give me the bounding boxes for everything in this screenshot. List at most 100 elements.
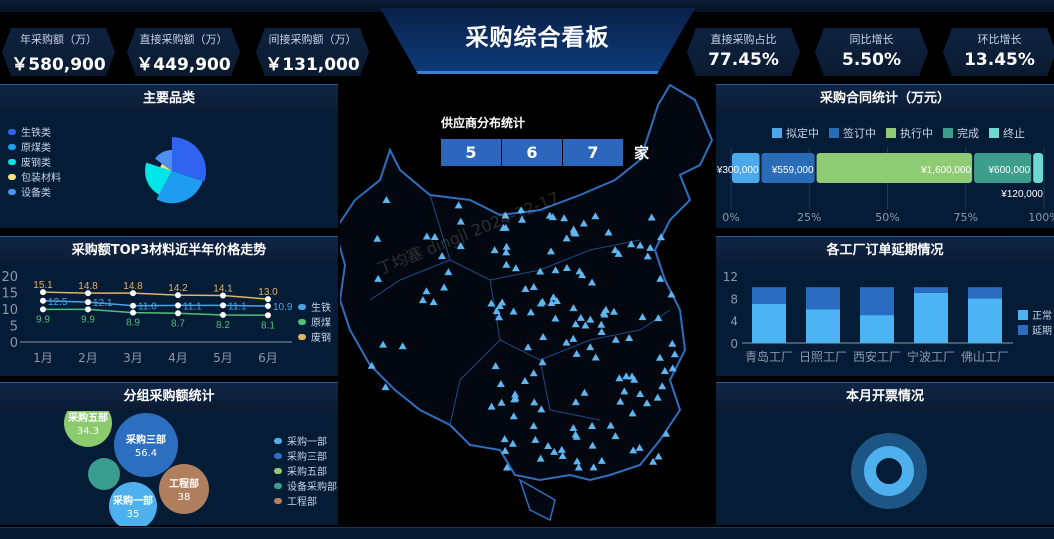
supplier-marker	[557, 445, 566, 453]
legend-item[interactable]: 执行中	[886, 125, 933, 140]
supplier-marker	[638, 313, 647, 321]
legend-item[interactable]: 签订中	[829, 125, 876, 140]
legend-item[interactable]: 设备类	[8, 184, 61, 199]
bar-正常	[914, 292, 948, 343]
supplier-marker	[611, 432, 620, 440]
legend-item[interactable]: 原煤类	[8, 139, 61, 154]
supplier-marker	[537, 405, 546, 413]
panel-title: 各工厂订单延期情况	[716, 237, 1054, 265]
legend-item[interactable]: 采购三部	[274, 448, 337, 463]
supplier-digit: 6	[502, 139, 562, 166]
supplier-marker	[597, 456, 606, 464]
panel-title: 采购合同统计（万元）	[716, 85, 1054, 113]
kpi-value: 77.45%	[708, 50, 779, 70]
legend-item[interactable]: 采购一部	[274, 433, 337, 448]
legend-marker	[1018, 324, 1028, 335]
y-tick-label: 10	[1, 303, 18, 318]
supplier-marker	[581, 321, 590, 329]
supplier-marker	[551, 266, 560, 274]
supplier-unit: 家	[634, 144, 650, 162]
supplier-marker	[511, 264, 520, 272]
bubble-value: 38	[178, 492, 191, 503]
data-point	[130, 290, 136, 297]
supplier-marker	[579, 219, 588, 227]
supplier-marker	[430, 233, 439, 241]
supplier-marker	[550, 447, 559, 455]
data-label: 9.9	[36, 314, 50, 325]
legend-item[interactable]: 工程部	[274, 493, 337, 508]
data-point	[175, 310, 181, 317]
legend-label: 采购五部	[287, 467, 327, 478]
legend-item[interactable]: 包装材料	[8, 169, 61, 184]
legend-item[interactable]: 原煤	[298, 314, 331, 329]
supplier-marker	[536, 454, 545, 462]
supplier-marker	[487, 299, 496, 307]
legend-item[interactable]: 正常	[1018, 307, 1052, 322]
legend-item[interactable]: 完成	[943, 125, 979, 140]
data-point	[130, 302, 136, 309]
legend: 采购一部 采购三部采购五部 设备采购部 工程部	[274, 433, 337, 508]
bubble-0	[109, 482, 157, 526]
province-border	[539, 239, 641, 271]
province-border	[429, 194, 541, 281]
supplier-marker	[647, 213, 656, 221]
legend-item[interactable]: 废钢	[298, 329, 331, 344]
legend-label: 采购一部	[287, 437, 327, 448]
supplier-marker	[487, 402, 496, 410]
supplier-marker	[611, 246, 620, 254]
legend-item[interactable]: 设备采购部	[274, 478, 337, 493]
supplier-marker	[591, 212, 600, 220]
legend-item[interactable]: 生铁类	[8, 124, 61, 139]
legend-marker	[943, 127, 953, 138]
supplier-marker	[524, 343, 533, 351]
supplier-marker	[606, 421, 615, 429]
legend-item[interactable]: 生铁	[298, 299, 331, 314]
supplier-marker	[496, 379, 505, 387]
data-point	[40, 297, 46, 304]
data-label: 8.1	[261, 320, 275, 331]
supplier-marker	[536, 267, 545, 275]
supplier-marker	[501, 223, 510, 231]
legend-item[interactable]: 废钢类	[8, 154, 61, 169]
supplier-marker	[658, 382, 667, 390]
supplier-marker	[422, 232, 431, 240]
supplier-marker	[379, 340, 388, 348]
supplier-marker	[654, 452, 663, 460]
legend-label: 设备类	[21, 188, 51, 199]
supplier-marker	[511, 394, 520, 402]
legend-marker	[298, 333, 306, 340]
supplier-marker	[569, 228, 578, 236]
supplier-marker	[491, 362, 500, 370]
legend-item[interactable]: 延期	[1018, 322, 1052, 337]
supplier-marker	[657, 233, 666, 241]
legend-item[interactable]: 采购五部	[274, 463, 337, 478]
supplier-marker	[429, 298, 438, 306]
contract-segment-1	[761, 153, 815, 183]
y-tick-label: 8	[730, 292, 738, 306]
data-label: 11.0	[138, 302, 157, 313]
data-label: 13.0	[258, 287, 278, 298]
series-line-原煤	[43, 308, 269, 317]
supplier-marker	[558, 451, 567, 459]
y-tick-label: 0	[730, 337, 738, 351]
supplier-marker	[398, 342, 407, 350]
x-tick-label: 25%	[797, 211, 821, 224]
x-tick-label: 2月	[78, 351, 98, 365]
contract-bar-chart: 0% 25% 50% 75% 100% ¥300,000 ¥559,000 ¥1,600,00…	[716, 147, 1054, 224]
supplier-marker	[569, 423, 578, 431]
legend-item[interactable]: 拟定中	[772, 125, 819, 140]
data-label: 8.7	[171, 318, 185, 329]
legend-marker	[274, 497, 282, 504]
panel-trend: 采购额TOP3材料近半年价格走势 0 5 10 15 20 1月 2月 3月 4月 5月 6月 12.…	[0, 236, 338, 376]
bubble-2	[64, 411, 112, 447]
contract-segment-0	[732, 153, 760, 183]
panel-title: 本月开票情况	[716, 383, 1054, 411]
kpi-label: 间接采购额（万）	[268, 33, 357, 46]
panel-title: 采购额TOP3材料近半年价格走势	[0, 237, 338, 265]
legend-item[interactable]: 终止	[989, 125, 1025, 140]
data-point	[40, 306, 46, 313]
bubble-label: 采购三部	[125, 433, 166, 446]
province-border	[539, 359, 601, 421]
supplier-marker	[508, 439, 517, 447]
supplier-marker	[531, 435, 540, 443]
